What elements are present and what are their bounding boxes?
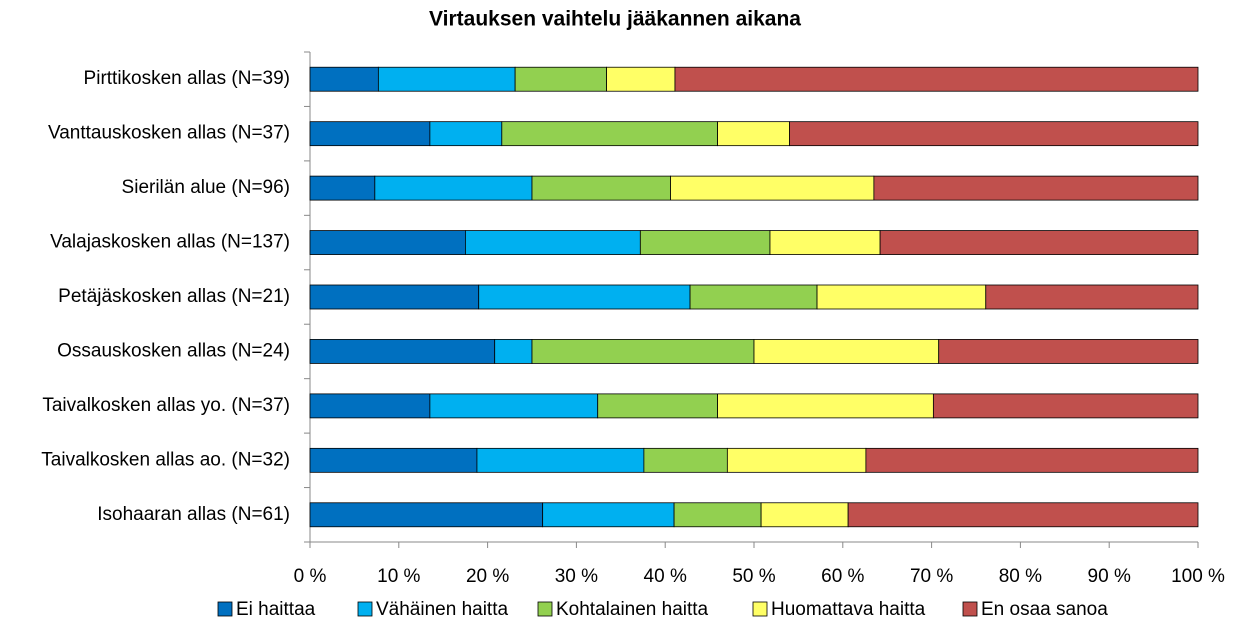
legend-label: Vähäinen haitta — [376, 599, 508, 620]
bar-segment — [464, 230, 641, 255]
legend-swatch — [217, 601, 233, 617]
bar-segment — [476, 447, 645, 473]
bar-segment — [674, 66, 1199, 92]
x-tick-label: 90 % — [1088, 566, 1131, 587]
x-tick-label: 20 % — [466, 566, 509, 587]
legend-swatch — [752, 601, 768, 617]
bar-segment — [879, 230, 1199, 255]
bar-segment — [769, 230, 881, 255]
bar-segment — [865, 447, 1199, 473]
bar-segment — [789, 121, 1199, 147]
x-tick-label: 80 % — [999, 566, 1042, 587]
bar-segment — [753, 339, 940, 364]
bar-segment — [429, 121, 503, 147]
bar-segment — [429, 393, 599, 419]
x-tick-label: 100 % — [1171, 566, 1225, 587]
x-tick-label: 70 % — [910, 566, 953, 587]
x-tick-label: 10 % — [377, 566, 420, 587]
legend-swatch — [962, 601, 978, 617]
x-tick-label: 0 % — [294, 566, 327, 587]
legend-swatch — [537, 601, 553, 617]
bar-segment — [531, 339, 755, 364]
bar-segment — [531, 175, 671, 201]
y-tick-label: Petäjäskosken allas (N=21) — [58, 286, 290, 307]
y-tick-label: Pirttikosken allas (N=39) — [84, 68, 290, 89]
bar-segment — [717, 121, 790, 147]
bar-segment — [639, 230, 771, 255]
bar-segment — [816, 284, 987, 310]
bar-segment — [309, 447, 478, 473]
bar-segment — [606, 66, 676, 92]
bar-segment — [689, 284, 818, 310]
y-tick-label: Ossauskosken allas (N=24) — [57, 340, 290, 361]
bar-segment — [673, 502, 762, 528]
bar-segment — [377, 66, 516, 92]
bar-segment — [932, 393, 1199, 419]
y-tick-label: Sierilän alue (N=96) — [122, 177, 290, 198]
bar-segment — [847, 502, 1199, 528]
y-tick-label: Valajaskosken allas (N=137) — [50, 232, 290, 253]
bar-segment — [309, 339, 496, 364]
bar-segment — [726, 447, 867, 473]
bar-segment — [760, 502, 849, 528]
y-tick-label: Taivalkosken allas yo. (N=37) — [42, 395, 290, 416]
bar-segment — [309, 502, 544, 528]
bar-segment — [643, 447, 728, 473]
bar-segment — [494, 339, 533, 364]
bar-segment — [501, 121, 718, 147]
legend-label: Ei haittaa — [236, 599, 316, 620]
bar-segment — [873, 175, 1199, 201]
bar-segment — [309, 66, 379, 92]
legend-label: Kohtalainen haitta — [556, 599, 709, 620]
bar-segment — [938, 339, 1199, 364]
x-tick-label: 60 % — [821, 566, 864, 587]
legend-swatch — [357, 601, 373, 617]
y-tick-label: Isohaaran allas (N=61) — [97, 504, 290, 525]
bar-segment — [514, 66, 607, 92]
bar-segment — [309, 175, 376, 201]
bar-segment — [597, 393, 718, 419]
bar-segment — [309, 121, 431, 147]
bar-segment — [309, 284, 480, 310]
bar-segment — [309, 393, 431, 419]
x-tick-label: 30 % — [555, 566, 598, 587]
legend-label: En osaa sanoa — [981, 599, 1108, 620]
y-tick-label: Taivalkosken allas ao. (N=32) — [41, 449, 290, 470]
bar-segment — [478, 284, 691, 310]
y-tick-label: Vanttauskosken allas (N=37) — [48, 123, 290, 144]
bar-segment — [374, 175, 533, 201]
x-tick-label: 40 % — [644, 566, 687, 587]
bar-segment — [985, 284, 1199, 310]
x-tick-label: 50 % — [732, 566, 775, 587]
legend-label: Huomattava haitta — [771, 599, 926, 620]
chart-title: Virtauksen vaihtelu jääkannen aikana — [429, 8, 801, 31]
bar-segment — [717, 393, 934, 419]
bar-segment — [309, 230, 466, 255]
bar-segment — [542, 502, 675, 528]
bar-segment — [670, 175, 875, 201]
